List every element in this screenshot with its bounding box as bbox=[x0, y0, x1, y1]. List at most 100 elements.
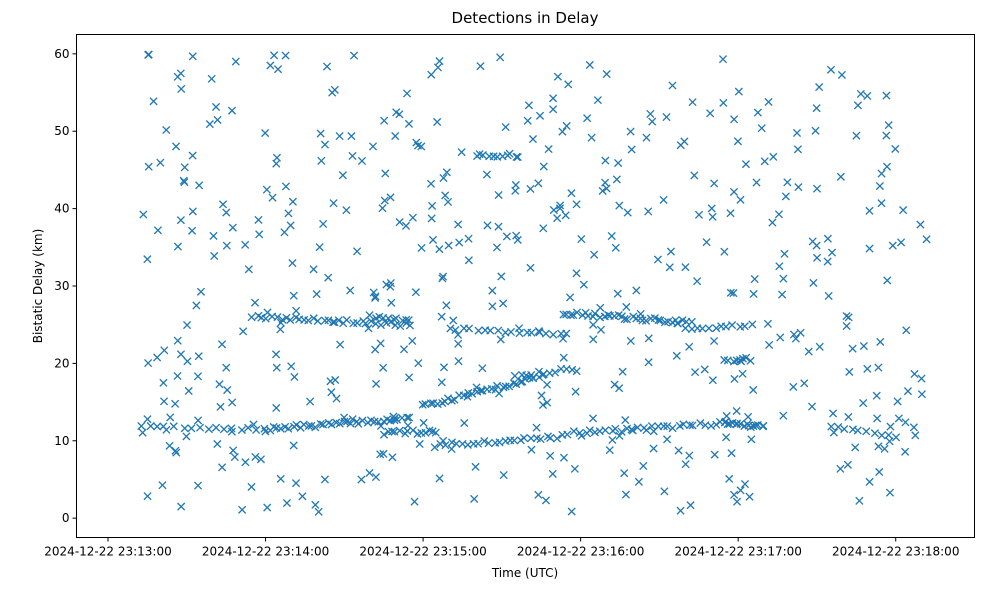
data-point bbox=[241, 240, 250, 249]
data-point bbox=[213, 115, 222, 124]
data-point bbox=[251, 452, 260, 462]
data-point bbox=[276, 424, 285, 433]
data-point bbox=[427, 70, 436, 79]
data-point bbox=[539, 224, 548, 233]
data-point bbox=[735, 355, 745, 365]
data-point bbox=[812, 104, 821, 113]
data-point bbox=[853, 426, 862, 435]
data-point bbox=[421, 428, 430, 437]
data-point bbox=[710, 450, 719, 459]
data-point bbox=[572, 200, 581, 209]
data-point bbox=[688, 421, 697, 430]
data-point bbox=[848, 344, 857, 353]
data-point bbox=[702, 238, 711, 247]
data-point bbox=[884, 121, 893, 130]
data-point bbox=[685, 421, 695, 430]
data-point bbox=[144, 162, 153, 171]
data-point bbox=[451, 325, 460, 335]
data-point bbox=[244, 423, 253, 432]
data-point bbox=[862, 427, 871, 436]
y-tick-label: 60 bbox=[54, 47, 69, 61]
data-point bbox=[823, 257, 832, 266]
data-point bbox=[543, 380, 552, 389]
data-point bbox=[723, 356, 732, 365]
data-point bbox=[572, 367, 581, 376]
data-point bbox=[439, 363, 449, 372]
data-point bbox=[280, 228, 289, 237]
data-point bbox=[882, 162, 892, 171]
data-point bbox=[534, 179, 543, 188]
data-point bbox=[158, 481, 167, 490]
data-point bbox=[694, 210, 704, 219]
data-point bbox=[590, 250, 599, 259]
data-point bbox=[685, 342, 694, 351]
data-point bbox=[388, 453, 397, 462]
data-point bbox=[537, 391, 546, 400]
data-point bbox=[454, 339, 463, 348]
data-point bbox=[653, 255, 662, 264]
data-point bbox=[579, 280, 588, 289]
data-point bbox=[891, 144, 900, 153]
data-point bbox=[478, 386, 487, 395]
data-point bbox=[722, 411, 731, 421]
data-point bbox=[442, 168, 451, 177]
data-point bbox=[263, 308, 272, 317]
data-point bbox=[289, 291, 298, 300]
data-point bbox=[229, 446, 238, 455]
data-point bbox=[587, 133, 596, 142]
data-point bbox=[563, 430, 572, 439]
data-point bbox=[690, 171, 699, 180]
data-point bbox=[740, 479, 750, 489]
data-point bbox=[734, 87, 743, 96]
data-point bbox=[827, 422, 836, 431]
data-point bbox=[276, 318, 285, 327]
data-point bbox=[404, 119, 414, 128]
data-point bbox=[453, 330, 463, 339]
data-point bbox=[792, 128, 802, 137]
data-point bbox=[497, 272, 506, 281]
data-point bbox=[523, 116, 532, 125]
data-point bbox=[726, 209, 735, 218]
data-point bbox=[391, 131, 400, 141]
data-point bbox=[222, 208, 231, 217]
data-point bbox=[320, 316, 329, 325]
data-point bbox=[794, 183, 803, 192]
data-point bbox=[334, 316, 343, 325]
data-point bbox=[195, 181, 204, 190]
data-point bbox=[779, 411, 788, 420]
y-tick-label: 20 bbox=[54, 356, 69, 370]
data-point bbox=[909, 423, 918, 432]
data-point bbox=[349, 51, 359, 60]
data-point bbox=[642, 426, 651, 435]
data-point bbox=[732, 406, 741, 416]
data-point bbox=[553, 214, 562, 223]
data-point bbox=[749, 385, 758, 395]
data-point bbox=[536, 435, 545, 444]
data-point bbox=[173, 371, 182, 381]
data-point bbox=[454, 357, 463, 366]
data-point bbox=[746, 423, 755, 432]
data-point bbox=[156, 158, 165, 167]
data-point bbox=[646, 109, 655, 118]
data-point bbox=[144, 359, 153, 368]
data-point bbox=[589, 320, 598, 329]
data-point bbox=[298, 492, 307, 501]
data-point bbox=[863, 91, 872, 100]
data-point bbox=[744, 412, 753, 421]
data-point bbox=[331, 375, 340, 385]
data-point bbox=[718, 55, 728, 64]
data-point bbox=[526, 434, 536, 443]
data-point bbox=[171, 446, 180, 455]
data-point bbox=[193, 372, 203, 381]
data-point bbox=[320, 140, 330, 149]
data-point bbox=[348, 415, 357, 424]
data-point bbox=[811, 126, 820, 135]
data-point bbox=[876, 337, 885, 346]
data-point bbox=[528, 135, 538, 144]
data-point bbox=[342, 315, 351, 325]
data-point bbox=[506, 327, 516, 337]
data-point bbox=[590, 428, 599, 437]
data-point bbox=[439, 173, 448, 183]
data-point bbox=[836, 172, 845, 181]
data-point bbox=[430, 443, 439, 452]
